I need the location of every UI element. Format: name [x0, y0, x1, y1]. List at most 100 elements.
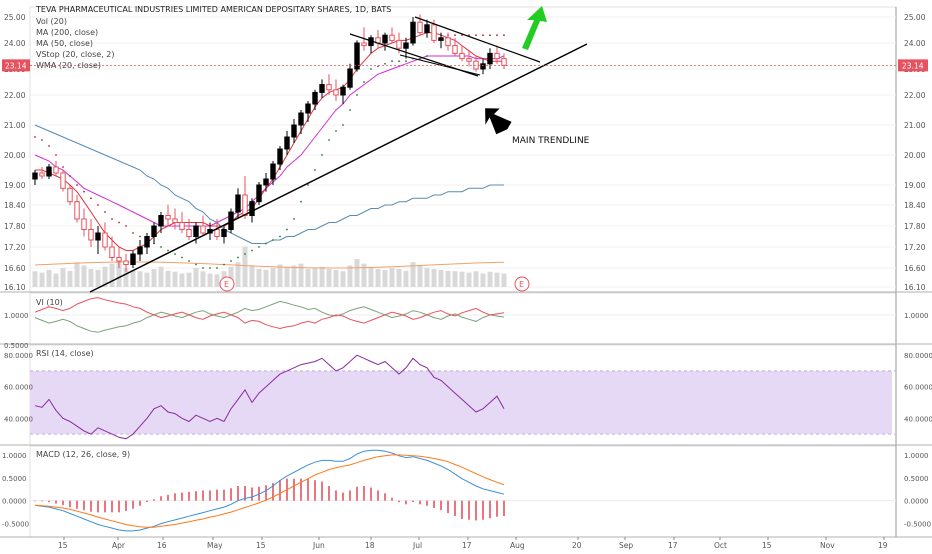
vstop-dot	[461, 34, 463, 37]
volume-bar	[228, 266, 234, 287]
ma50-line	[34, 55, 505, 227]
volume-bar	[494, 272, 500, 287]
x-tick-label: 15	[256, 541, 266, 550]
channel-upper-line	[414, 16, 541, 63]
macd-histogram-bar	[48, 500, 50, 503]
macd-histogram-bar	[426, 500, 428, 506]
macd-title: MACD (12, 26, close, 9)	[36, 450, 130, 459]
chart-title: TEVA PHARMACEUTICAL INDUSTRIES LIMITED A…	[35, 5, 391, 14]
candle-body	[410, 21, 416, 44]
candle-body	[312, 91, 318, 105]
vstop-dot	[370, 68, 372, 70]
volume-bar	[95, 269, 101, 287]
macd-histogram-bar	[468, 500, 470, 520]
candle-body	[130, 253, 136, 265]
macd-histogram-bar	[125, 500, 127, 511]
macd-histogram-bar	[55, 500, 57, 504]
main-trendline	[89, 43, 588, 293]
candle-body	[403, 42, 409, 49]
volume-bar	[277, 264, 283, 287]
volume-bar	[354, 259, 360, 287]
vstop-dot	[279, 235, 281, 238]
candle-body	[137, 246, 143, 255]
volume-bar	[207, 273, 213, 287]
x-tick-label: Sep	[619, 541, 633, 550]
vstop-dot	[34, 136, 36, 138]
vstop-dot	[335, 130, 337, 132]
macd-histogram-bar	[300, 478, 302, 501]
volume-bar	[270, 268, 276, 287]
vi-plus-line	[34, 300, 505, 333]
vstop-dot	[237, 256, 239, 259]
last-price-label: 23.14	[902, 61, 924, 70]
vi-tick-label: 1.0000	[904, 312, 929, 320]
volume-bar	[347, 265, 353, 287]
macd-histogram-bar	[251, 487, 253, 501]
candle-body	[501, 58, 507, 66]
candle-body	[459, 52, 465, 60]
last-price-label-left: 23.14	[5, 61, 27, 70]
macd-histogram-bar	[328, 486, 330, 501]
candle-body	[235, 194, 241, 213]
candle-body	[109, 246, 115, 258]
volume-bar	[480, 273, 486, 287]
x-tick-label: 16	[157, 541, 167, 550]
candle-body	[480, 63, 486, 70]
vstop-dot	[104, 211, 106, 213]
x-tick-label: 18	[365, 541, 375, 550]
candle-body	[123, 260, 129, 265]
volume-bar	[137, 271, 143, 287]
volume-bar	[466, 272, 472, 287]
vstop-dot	[377, 65, 379, 68]
panel-frame-1	[29, 292, 897, 345]
legend-entry: VStop (20, close, 2)	[36, 50, 115, 59]
volume-bar	[396, 269, 402, 287]
volume-bar	[158, 266, 164, 287]
volume-bar	[32, 271, 38, 287]
volume-bar	[60, 268, 66, 287]
x-tick-label: 17	[462, 541, 472, 550]
price-tick-label: 19.00	[904, 181, 926, 190]
x-tick-label: May	[207, 541, 223, 550]
candle-body	[487, 52, 493, 65]
candle-body	[326, 84, 332, 91]
volume-bar	[305, 269, 311, 287]
macd-tick-label: 1.0000	[904, 452, 929, 460]
volume-bar	[340, 271, 346, 287]
volume-bar	[193, 268, 199, 287]
volume-bar	[116, 260, 122, 287]
vstop-dot	[314, 169, 316, 171]
macd-tick-label-left: 1.0000	[2, 452, 27, 460]
vstop-dot	[426, 55, 428, 57]
macd-histogram-bar	[104, 500, 106, 513]
volume-bar	[473, 271, 479, 287]
macd-histogram-bar	[433, 500, 435, 508]
candle-body	[354, 42, 360, 70]
ma200-line	[34, 124, 504, 244]
vi-title: VI (10)	[36, 298, 63, 307]
macd-histogram-bar	[293, 478, 295, 501]
candle-body	[347, 68, 353, 88]
vstop-dot	[48, 145, 50, 147]
vstop-dot	[349, 109, 351, 111]
candle-body	[74, 201, 80, 220]
volume-bar	[326, 269, 332, 287]
rsi-band	[30, 370, 892, 435]
macd-histogram-bar	[321, 481, 323, 501]
price-tick-label-left: 24.00	[4, 39, 26, 48]
x-tick-label: 15	[762, 541, 772, 550]
macd-histogram-bar	[377, 490, 379, 501]
vstop-dot	[286, 228, 288, 231]
macd-histogram-bar	[223, 489, 225, 501]
vstop-dot	[384, 62, 386, 65]
price-tick-label-left: 17.80	[4, 222, 26, 231]
volume-bar	[312, 268, 318, 287]
macd-histogram-bar	[76, 500, 78, 509]
macd-histogram-bar	[384, 493, 386, 501]
vstop-dot	[482, 34, 484, 37]
candle-body	[165, 215, 171, 220]
vstop-dot	[223, 263, 225, 266]
macd-histogram-bar	[391, 497, 393, 501]
